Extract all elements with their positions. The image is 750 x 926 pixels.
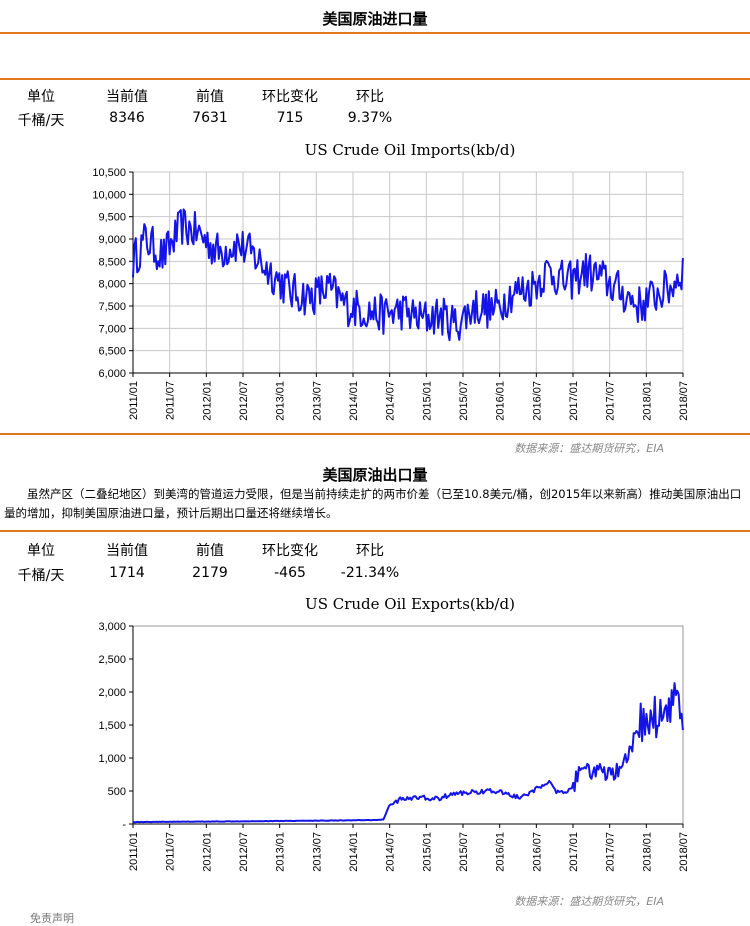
y-tick-label: 2,500 [98, 654, 126, 666]
x-tick-label: 2012/07 [238, 832, 250, 872]
imports-source-note: 数据来源：盛达期货研究，EIA [514, 442, 664, 455]
x-tick-label: 2012/01 [201, 381, 213, 421]
x-tick-label: 2014/01 [348, 832, 360, 872]
stats-header-unit: 单位 [27, 543, 55, 559]
exports-chart-title: US Crude Oil Exports(kb/d) [305, 595, 515, 613]
stats-header-previous: 前值 [196, 89, 224, 105]
x-tick-label: 2012/07 [238, 381, 250, 421]
y-tick-label: 7,000 [98, 323, 126, 335]
stats-header-pct: 环比 [356, 543, 384, 559]
x-tick-label: 2017/01 [568, 832, 580, 872]
x-tick-label: 2015/07 [458, 381, 470, 421]
exports-source-note: 数据来源：盛达期货研究，EIA [514, 895, 664, 908]
x-tick-label: 2014/07 [385, 832, 397, 872]
section-rule [0, 32, 750, 34]
x-tick-label: 2016/01 [495, 832, 507, 872]
imports-chart: 10,500 10,000 9,500 9,000 8,500 8,000 7,500 7,0… [92, 167, 690, 421]
x-tick-label: 2018/07 [678, 832, 690, 872]
stats-header-current: 当前值 [106, 89, 148, 105]
stats-value-change: -465 [274, 565, 306, 581]
stats-value-pct: -21.34% [340, 565, 400, 581]
stats-value-pct: 9.37% [347, 110, 393, 126]
y-tick-label: - [122, 819, 126, 831]
stats-header-pct: 环比 [356, 89, 384, 105]
exports-chart: 3,000 2,500 2,000 1,500 1,000 500 -2011/01 2011… [98, 621, 690, 872]
y-tick-label: 10,500 [92, 167, 126, 179]
stats-value-unit: 千桶/天 [17, 113, 65, 129]
x-tick-label: 2016/01 [495, 381, 507, 421]
x-tick-label: 2018/07 [678, 381, 690, 421]
y-tick-label: 1,500 [98, 720, 126, 732]
x-tick-label: 2011/01 [128, 381, 140, 420]
stats-header-previous: 前值 [196, 543, 224, 559]
x-tick-label: 2016/07 [531, 381, 543, 421]
y-tick-label: 6,000 [98, 368, 126, 380]
x-tick-label: 2015/07 [458, 832, 470, 872]
stats-header-row: 单位 当前值 前值 环比变化 环比 [0, 86, 750, 106]
exports-intro-text: 虽然产区（二叠纪地区）到美湾的管道运力受限，但是当前持续走扩的两市价差（已至10… [4, 487, 742, 520]
y-tick-label: 8,000 [98, 279, 126, 291]
x-tick-label: 2011/07 [165, 832, 177, 871]
y-tick-label: 2,000 [98, 687, 126, 699]
stats-header-change: 环比变化 [262, 543, 318, 559]
exports-section-title: 美国原油出口量 [322, 466, 428, 484]
stats-value-row: 千桶/天 8346 7631 715 9.37% [0, 110, 750, 130]
x-tick-label: 2017/01 [568, 381, 580, 421]
stats-value-current: 1714 [109, 565, 145, 581]
x-tick-label: 2012/01 [201, 832, 213, 872]
y-tick-label: 1,000 [98, 753, 126, 765]
x-tick-label: 2018/01 [641, 832, 653, 872]
series-line [132, 682, 684, 824]
x-tick-label: 2013/01 [275, 381, 287, 421]
x-tick-label: 2011/01 [128, 832, 140, 871]
stats-value-previous: 2179 [192, 565, 228, 581]
stats-value-current: 8346 [109, 110, 145, 126]
imports-chart-title: US Crude Oil Imports(kb/d) [304, 141, 516, 159]
disclaimer-label: 免责声明 [30, 912, 74, 925]
y-tick-label: 6,500 [98, 346, 126, 358]
section-rule [0, 433, 750, 435]
stats-header-change: 环比变化 [262, 89, 318, 105]
y-tick-label: 8,500 [98, 256, 126, 268]
x-tick-label: 2016/07 [531, 832, 543, 872]
x-tick-label: 2015/01 [421, 832, 433, 872]
x-tick-label: 2017/07 [605, 381, 617, 421]
stats-header-current: 当前值 [106, 543, 148, 559]
series-line [132, 208, 684, 342]
x-tick-label: 2013/07 [311, 832, 323, 872]
stats-value-row: 千桶/天 1714 2179 -465 -21.34% [0, 565, 750, 585]
x-tick-label: 2018/01 [641, 381, 653, 421]
x-tick-label: 2015/01 [421, 381, 433, 421]
x-tick-label: 2013/01 [275, 832, 287, 872]
y-tick-label: 10,000 [92, 189, 126, 201]
imports-section-title: 美国原油进口量 [322, 10, 428, 28]
y-tick-label: 9,000 [98, 234, 126, 246]
y-tick-label: 9,500 [98, 212, 126, 224]
x-tick-label: 2014/07 [385, 381, 397, 421]
y-tick-label: 500 [108, 786, 126, 798]
stats-value-unit: 千桶/天 [17, 568, 65, 584]
stats-header-row: 单位 当前值 前值 环比变化 环比 [0, 540, 750, 560]
x-tick-label: 2013/07 [311, 381, 323, 421]
section-rule [0, 78, 750, 80]
stats-header-unit: 单位 [27, 89, 55, 105]
y-tick-label: 7,500 [98, 301, 126, 313]
stats-value-previous: 7631 [192, 110, 228, 126]
x-tick-label: 2017/07 [605, 832, 617, 872]
section-rule [0, 530, 750, 532]
plot-area [132, 625, 684, 825]
y-tick-label: 3,000 [98, 621, 126, 633]
x-tick-label: 2014/01 [348, 381, 360, 421]
stats-value-change: 715 [276, 110, 304, 126]
x-tick-label: 2011/07 [165, 381, 177, 420]
